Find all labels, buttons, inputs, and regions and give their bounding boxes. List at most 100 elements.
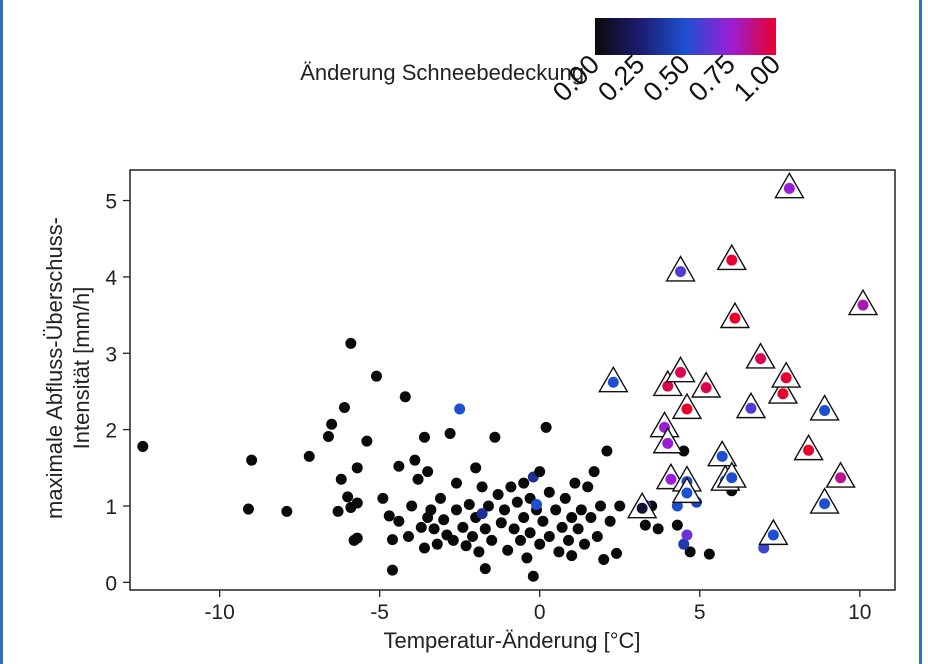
data-point — [534, 538, 546, 550]
data-point — [675, 266, 687, 278]
data-point — [783, 182, 795, 194]
legend-tick-label: 1.00 — [728, 49, 786, 107]
data-point — [425, 504, 437, 516]
data-point — [438, 514, 450, 526]
data-point — [361, 435, 373, 447]
legend-title: Änderung Schneebedeckung — [300, 60, 584, 85]
legend-tick-label: 0.75 — [683, 49, 741, 107]
data-point — [678, 538, 690, 550]
data-point — [418, 431, 430, 443]
data-point — [479, 523, 491, 535]
data-point — [418, 542, 430, 554]
data-point — [579, 538, 591, 550]
data-point — [767, 529, 779, 541]
data-point — [556, 521, 568, 533]
data-point — [572, 523, 584, 535]
data-point — [543, 531, 555, 543]
data-points — [137, 171, 879, 582]
data-point — [498, 504, 510, 516]
data-point — [716, 450, 728, 462]
color-legend: Änderung Schneebedeckung 0.000.250.500.7… — [300, 18, 786, 107]
data-point — [777, 388, 789, 400]
data-point — [681, 487, 693, 499]
data-point — [457, 521, 469, 533]
x-tick-label: 0 — [534, 601, 546, 624]
data-point — [543, 486, 555, 498]
data-point — [681, 529, 693, 541]
data-point — [758, 542, 770, 554]
data-point — [518, 477, 530, 489]
data-point — [604, 515, 616, 527]
legend-ticks: 0.000.250.500.751.00 — [547, 49, 786, 107]
data-point — [479, 563, 491, 575]
data-point — [665, 473, 677, 485]
y-axis-title-line-2: Intensität [mm/h] — [69, 287, 94, 450]
data-point — [527, 570, 539, 582]
data-point — [819, 405, 831, 417]
data-point — [553, 546, 565, 558]
data-point — [745, 402, 757, 414]
data-point — [476, 508, 488, 520]
data-point — [531, 498, 543, 510]
data-point — [412, 473, 424, 485]
legend-colorbar — [595, 18, 776, 55]
data-point — [377, 492, 389, 504]
data-point — [393, 460, 405, 472]
data-point — [332, 505, 344, 517]
data-point — [482, 500, 494, 512]
data-point — [322, 431, 334, 443]
data-point — [415, 521, 427, 533]
data-point — [588, 466, 600, 478]
data-point — [518, 511, 530, 523]
data-point — [575, 504, 587, 516]
data-point — [559, 492, 571, 504]
legend-tick-label: 0.00 — [547, 49, 605, 107]
y-tick-label: 1 — [105, 496, 117, 519]
data-point — [607, 376, 619, 388]
data-point — [508, 523, 520, 535]
data-point — [406, 500, 418, 512]
data-point — [434, 492, 446, 504]
data-point — [598, 553, 610, 565]
data-point — [342, 491, 354, 503]
data-point — [595, 500, 607, 512]
y-tick-label: 2 — [105, 420, 117, 443]
data-point — [447, 534, 459, 546]
data-point — [470, 462, 482, 474]
data-point — [566, 550, 578, 562]
data-point — [460, 540, 472, 552]
data-point — [521, 552, 533, 564]
data-point — [601, 445, 613, 457]
data-point — [675, 366, 687, 378]
data-point — [550, 504, 562, 516]
data-point — [242, 503, 254, 515]
x-tick-label: 5 — [694, 601, 706, 624]
plot-panel — [129, 169, 896, 591]
data-point — [399, 391, 411, 403]
legend-tick-label: 0.50 — [637, 49, 695, 107]
data-point — [351, 497, 363, 509]
data-point — [678, 445, 690, 457]
data-point — [540, 421, 552, 433]
data-point — [681, 403, 693, 415]
data-point — [476, 481, 488, 493]
data-point — [857, 299, 869, 311]
x-tick-label: -10 — [204, 601, 234, 624]
data-point — [671, 500, 683, 512]
data-point — [450, 504, 462, 516]
data-point — [755, 353, 767, 365]
data-point — [729, 312, 741, 324]
data-point — [454, 403, 466, 415]
data-point — [563, 534, 575, 546]
data-point — [835, 472, 847, 484]
data-point — [409, 454, 421, 466]
data-point — [326, 418, 338, 430]
x-tick-label: 10 — [848, 601, 871, 624]
data-point — [569, 477, 581, 489]
data-point — [534, 466, 546, 478]
data-point — [537, 515, 549, 527]
data-point — [486, 534, 498, 546]
data-point — [566, 511, 578, 523]
